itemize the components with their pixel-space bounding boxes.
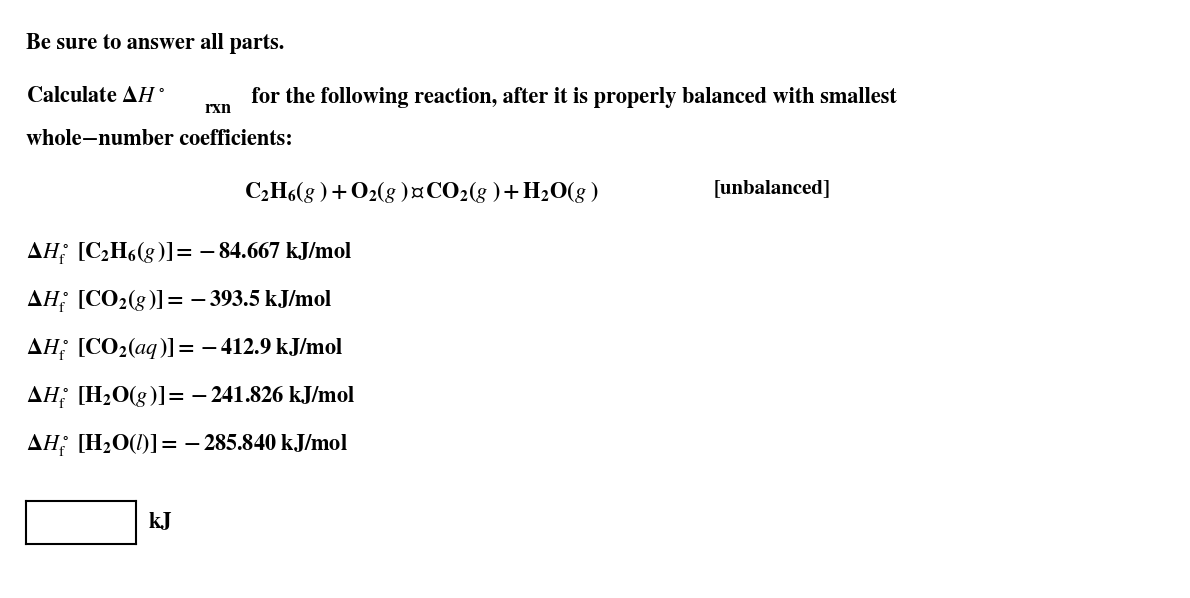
Text: $\boldsymbol{\Delta H^\circ_{\rm f}}$ $\mathbf{[H_2O(\mathit{g}\,)] = -241.826\ : $\boldsymbol{\Delta H^\circ_{\rm f}}$ $\… [26, 383, 356, 410]
Text: $\boldsymbol{\Delta H^\circ_{\rm f}}$ $\mathbf{[CO_2(\mathit{aq}\,)] = -412.9\ k: $\boldsymbol{\Delta H^\circ_{\rm f}}$ $\… [26, 335, 343, 362]
Text: $\boldsymbol{\Delta H^\circ_{\rm f}}$ $\mathbf{[CO_2(\mathit{g}\,)] = -393.5\ kJ: $\boldsymbol{\Delta H^\circ_{\rm f}}$ $\… [26, 287, 332, 314]
Text: kJ: kJ [149, 511, 173, 532]
Text: $\mathbf{Calculate}\ \boldsymbol{\Delta \mathit{H}^\circ}$: $\mathbf{Calculate}\ \boldsymbol{\Delta … [26, 87, 165, 106]
Text: [unbalanced]: [unbalanced] [714, 179, 831, 197]
Text: Be sure to answer all parts.: Be sure to answer all parts. [26, 33, 284, 54]
Text: whole−number coefficients:: whole−number coefficients: [26, 129, 293, 150]
Text: $\boldsymbol{\Delta H^\circ_{\rm f}}$ $\mathbf{[C_2H_6(\mathit{g}\,)] = -84.667\: $\boldsymbol{\Delta H^\circ_{\rm f}}$ $\… [26, 239, 352, 266]
Text: $\boldsymbol{\Delta H^\circ_{\rm f}}$ $\mathbf{[H_2O(\mathit{l})] = -285.840\ kJ: $\boldsymbol{\Delta H^\circ_{\rm f}}$ $\… [26, 431, 347, 457]
Text: for the following reaction, after it is properly balanced with smallest: for the following reaction, after it is … [246, 87, 897, 108]
Text: $\mathbf{C_2H_6(\mathit{g}\ ) + O_2(\mathit{g}\ ) \longrightarrow CO_2(\mathit{g: $\mathbf{C_2H_6(\mathit{g}\ ) + O_2(\mat… [244, 179, 599, 205]
Text: rxn: rxn [205, 100, 232, 117]
